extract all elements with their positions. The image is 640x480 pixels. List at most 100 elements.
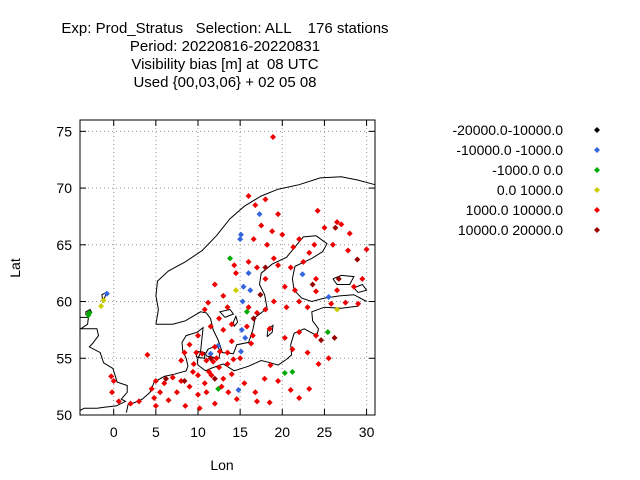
data-point [178,357,185,364]
data-point [103,290,110,297]
legend-marker [594,227,600,233]
coastline [332,274,355,285]
data-point [230,356,237,363]
data-point [237,348,244,355]
data-point [232,270,239,277]
coastline [155,176,376,325]
data-point [211,375,218,382]
data-point [161,380,168,387]
data-point [275,262,282,269]
data-point [249,332,256,339]
data-points [85,134,370,412]
data-point [334,287,341,294]
data-point [203,389,210,396]
data-point [224,304,231,311]
data-point [235,387,242,394]
data-point [264,241,271,248]
legend-label: 1000.0 10000.0 [466,202,564,218]
data-point [136,398,142,405]
data-point [290,244,297,251]
grid-lines [80,120,375,416]
y-tick-label: 55 [56,350,72,366]
legend-label: -10000.0 -1000.0 [456,142,563,158]
data-point [181,377,188,384]
data-point [182,402,189,409]
data-point [242,334,249,341]
data-point [296,394,303,401]
y-tick-label: 75 [56,123,72,139]
data-point [178,377,185,384]
data-point [144,351,151,358]
x-tick-label: 30 [359,424,375,440]
data-point [342,299,349,306]
data-point [211,400,218,407]
data-point [157,389,164,396]
y-tick-label: 70 [56,180,72,196]
data-point [100,297,107,304]
data-point [300,258,307,265]
data-point [108,373,115,380]
data-point [256,211,263,218]
data-point [345,247,352,254]
data-point [304,349,311,356]
data-point [220,292,227,299]
y-axis-label: Lat [7,258,23,278]
coastline [155,235,317,355]
data-point [243,308,250,315]
data-point [252,202,259,209]
data-point [173,389,180,396]
data-point [254,309,260,316]
data-point [205,299,212,306]
data-point [238,326,245,333]
data-point [216,315,223,322]
data-point [262,275,269,282]
data-point [254,398,260,405]
data-point [299,271,306,278]
data-point [218,383,225,390]
data-point [186,341,193,348]
data-point [309,281,316,288]
coastline [125,326,204,413]
data-point [275,211,282,218]
legend-marker [594,127,600,133]
data-point [289,368,296,375]
data-point [262,196,269,203]
x-tick-label: 20 [274,424,290,440]
data-point [201,306,208,313]
coastline [353,283,368,294]
data-point [262,264,269,271]
coastline [196,305,359,372]
coastline-map [79,176,376,413]
coastline [232,314,239,327]
data-point [193,349,200,356]
data-point [275,377,282,384]
data-point [220,326,227,333]
data-point [279,231,286,238]
data-point [283,304,290,311]
data-point [162,375,169,382]
data-point [169,374,176,381]
data-point [195,391,201,398]
data-point [109,389,116,396]
data-point [329,241,336,248]
data-point [201,380,208,387]
data-point [296,329,303,336]
data-point [311,241,318,248]
data-point [346,230,353,237]
data-point [250,236,257,243]
data-point [334,306,341,313]
data-point [189,368,196,375]
data-point [296,298,303,305]
axis-ticks: 0 5 10 15 20 25 30 50 55 60 65 70 75 [56,120,375,440]
data-point [281,283,288,290]
data-point [321,224,328,231]
x-tick-label: 15 [232,424,248,440]
data-point [195,372,201,379]
coastline [218,308,235,318]
legend-marker [594,187,600,193]
legend-label: -1000.0 0.0 [492,162,563,178]
data-point [225,389,232,396]
data-point [243,323,250,330]
data-point [181,349,188,356]
x-tick-label: 10 [190,424,206,440]
